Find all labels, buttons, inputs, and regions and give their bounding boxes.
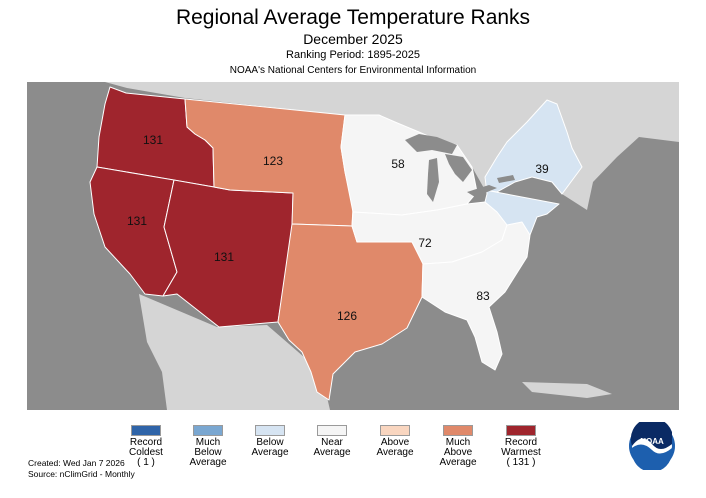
great-lakes [405, 134, 515, 202]
legend-label-line2: Warmest [501, 447, 541, 458]
caribbean-landmass [522, 382, 612, 398]
legend-label-line3: Average [439, 457, 477, 468]
rank-labels: 131 131 131 123 126 58 72 83 39 [127, 133, 549, 323]
region-southeast [421, 221, 531, 371]
legend-swatch [317, 425, 347, 436]
legend-swatch [255, 425, 285, 436]
legend-label-line1: Record [129, 437, 163, 448]
legend-label-line1: Much [195, 437, 221, 448]
region-map: 131 131 131 123 126 58 72 83 39 [27, 82, 679, 410]
rank-northwest: 131 [143, 133, 163, 147]
map-period: December 2025 [303, 31, 403, 47]
legend-much-below: Much Below Average [178, 425, 238, 468]
rank-southeast: 83 [476, 289, 490, 303]
legend-label-line1: Above [380, 437, 410, 448]
rank-northern-rockies-plains: 123 [263, 154, 283, 168]
conus-regions [89, 86, 583, 401]
legend-label-line2: Above [443, 447, 473, 458]
legend-swatch [506, 425, 536, 436]
legend-label-line1: Much [445, 437, 471, 448]
rank-northeast: 39 [535, 162, 549, 176]
created-date: Created: Wed Jan 7 2026 [28, 458, 125, 468]
legend-label-line2: Average [376, 447, 414, 458]
rank-upper-midwest: 58 [391, 157, 405, 171]
noaa-logo-text: NOAA [640, 437, 664, 446]
rank-west: 131 [127, 214, 147, 228]
legend-swatch [131, 425, 161, 436]
data-source: Source: nClimGrid - Monthly [28, 469, 135, 479]
legend-swatch [193, 425, 223, 436]
legend-swatch [380, 425, 410, 436]
lake-michigan [427, 158, 439, 202]
legend-rank: ( 1 ) [137, 457, 155, 468]
legend-record-warmest: Record Warmest ( 131 ) [491, 425, 551, 468]
legend-label-line1: Below [256, 437, 284, 448]
noaa-logo: NOAA [629, 422, 675, 470]
legend-label-line2: Coldest [129, 447, 163, 458]
legend-label-line2: Average [251, 447, 289, 458]
rank-south: 126 [337, 309, 357, 323]
map-title: Regional Average Temperature Ranks [175, 6, 531, 29]
mexico-landmass [139, 294, 330, 410]
legend-label-line1: Near [321, 437, 343, 448]
source-organization: NOAA's National Centers for Environmenta… [229, 65, 477, 76]
legend-label-line2: Below [194, 447, 222, 458]
legend-much-above: Much Above Average [428, 425, 488, 468]
legend-label-line3: Average [189, 457, 227, 468]
rank-ohio-valley: 72 [418, 236, 432, 250]
legend-record-coldest: Record Coldest ( 1 ) [116, 425, 176, 468]
legend-above: Above Average [365, 425, 425, 458]
ranking-period: Ranking Period: 1895-2025 [286, 49, 420, 61]
legend-label-line2: Average [313, 447, 351, 458]
legend-label-line1: Record [504, 437, 538, 448]
lake-huron [445, 154, 472, 182]
legend-below: Below Average [240, 425, 300, 458]
lake-ontario [497, 175, 515, 183]
legend-near: Near Average [302, 425, 362, 458]
lake-erie [467, 185, 497, 197]
rank-southwest: 131 [214, 250, 234, 264]
region-northeast [484, 99, 583, 236]
legend-rank: ( 131 ) [506, 457, 536, 468]
lake-superior [405, 134, 457, 154]
legend-swatch [443, 425, 473, 436]
